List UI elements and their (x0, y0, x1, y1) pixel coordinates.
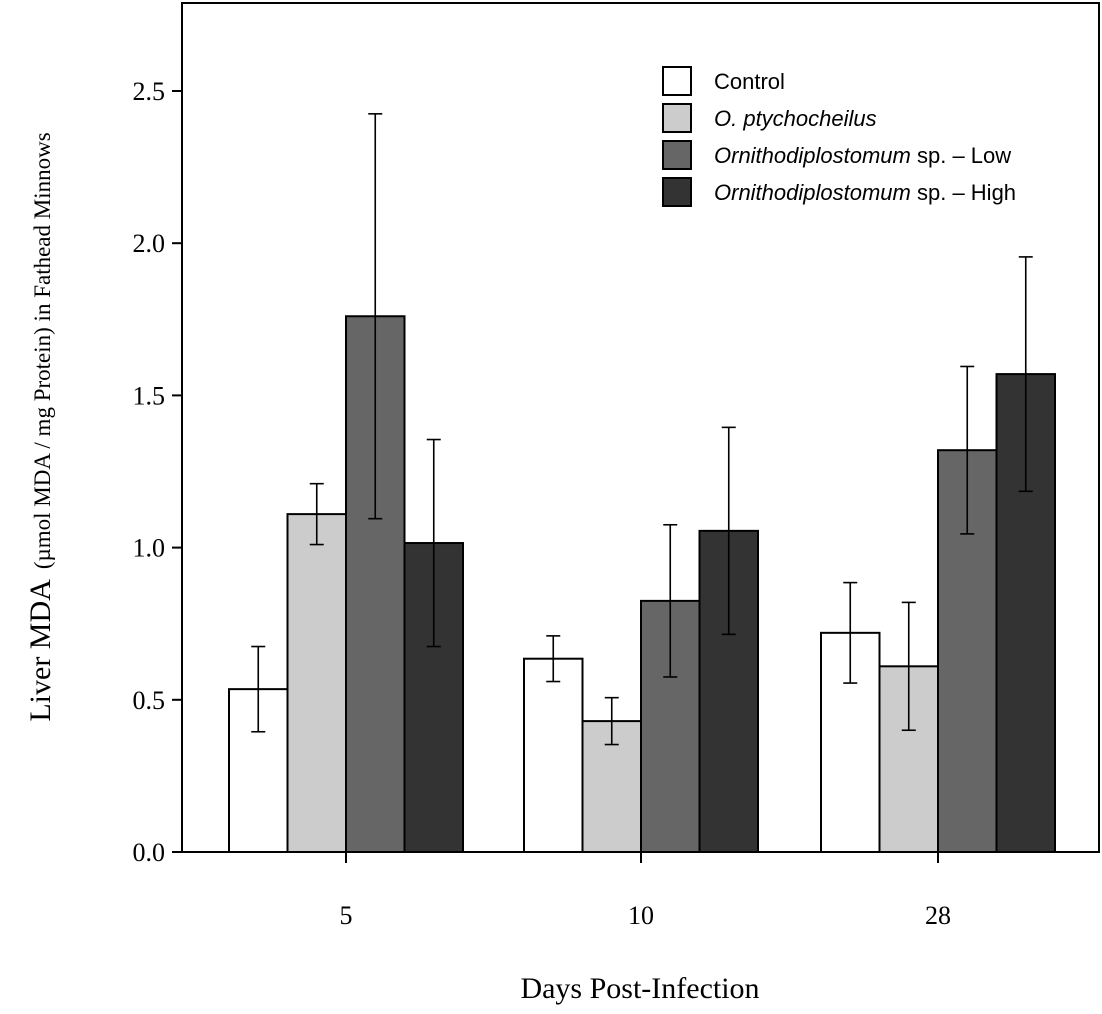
error-bar (546, 635, 561, 683)
legend-label: Control (714, 69, 785, 94)
y-axis-title: Liver MDA (µmol MDA / mg Protein) in Fat… (24, 132, 57, 721)
x-tick-label: 5 (340, 901, 353, 930)
error-bar (960, 365, 975, 535)
legend-label: O. ptychocheilus (714, 106, 877, 131)
error-bar (251, 645, 266, 733)
x-tick-label: 28 (925, 901, 951, 930)
error-bar (426, 438, 441, 648)
bar (345, 315, 406, 854)
x-tick-label: 10 (628, 901, 654, 930)
y-axis-title-main: Liver MDA (24, 579, 57, 722)
y-tick-label: 2.5 (133, 77, 166, 106)
error-bar (1018, 256, 1033, 493)
legend-label: Ornithodiplostomum sp. – High (714, 180, 1016, 205)
error-bar (901, 601, 916, 732)
bar (286, 513, 347, 854)
y-axis: 0.0 0.5 1.0 1.5 2.0 2.5 (133, 77, 182, 867)
legend-swatch (662, 177, 692, 207)
legend-swatch (662, 140, 692, 170)
legend-label-italic: Ornithodiplostomum (714, 143, 911, 168)
bar (523, 657, 584, 853)
legend-label-italic: O. ptychocheilus (714, 106, 877, 131)
error-bar (604, 696, 619, 746)
legend-label-plain: sp. – High (911, 180, 1016, 205)
bar (995, 373, 1056, 853)
error-bar (843, 581, 858, 684)
legend-label-plain: sp. – Low (911, 143, 1011, 168)
x-axis-title: Days Post-Infection (520, 972, 759, 1005)
error-bar (663, 523, 678, 678)
x-axis: 5 10 28 (340, 852, 951, 930)
bars-layer (228, 315, 1056, 854)
y-axis-title-sub: (µmol MDA / mg Protein) in Fathead Minno… (30, 132, 55, 569)
legend-label: Ornithodiplostomum sp. – Low (714, 143, 1011, 168)
error-bar (309, 482, 324, 546)
legend-swatch (662, 66, 692, 96)
error-bar (721, 426, 736, 636)
y-tick-label: 1.0 (133, 534, 166, 563)
y-tick-label: 2.0 (133, 229, 166, 258)
y-tick-label: 0.0 (133, 838, 166, 867)
y-tick-label: 0.5 (133, 686, 166, 715)
legend: Control O. ptychocheilus Ornithodiplostomu… (662, 66, 1016, 207)
legend-swatch (662, 103, 692, 133)
legend-label-italic: Ornithodiplostomum (714, 180, 911, 205)
legend-label-plain: Control (714, 69, 785, 94)
y-tick-label: 1.5 (133, 381, 166, 410)
error-bar (368, 113, 383, 520)
error-bars-layer (251, 113, 1033, 746)
